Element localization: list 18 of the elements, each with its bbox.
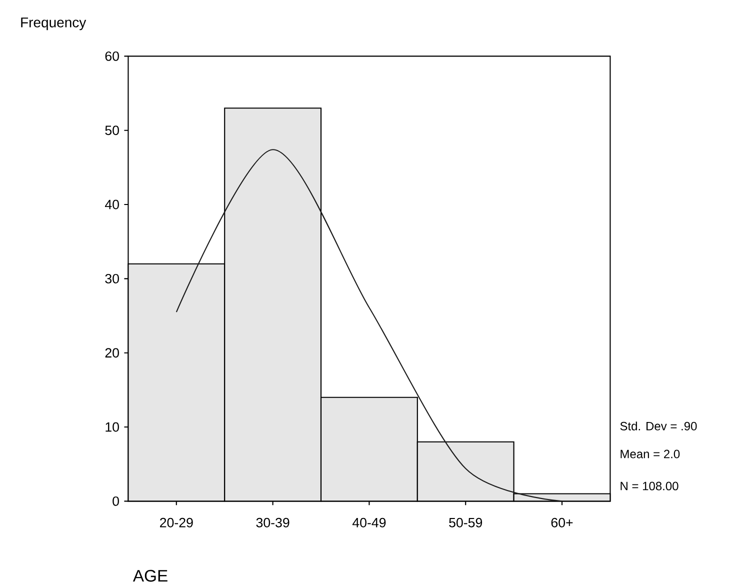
y-tick-label: 60 [105, 51, 119, 61]
y-tick-label: 40 [104, 200, 119, 210]
x-tick-label: 60+ [551, 518, 573, 528]
line-series [176, 149, 563, 502]
x-axis-title: AGE [132, 570, 168, 582]
text: N = 108.00 [620, 482, 678, 490]
y-tick-label: 0 [112, 496, 119, 506]
x-tick-label: 50-59 [449, 518, 482, 528]
y-tick-label: 50 [105, 126, 119, 136]
x-tick-label: 40-49 [352, 518, 386, 528]
text: Mean = 2.0 [620, 450, 680, 458]
y-tick-label: 20 [105, 348, 119, 358]
x-tick-label: 20-29 [160, 518, 193, 528]
y-tick-label: 30 [105, 274, 119, 284]
y-tick-label: 10 [106, 422, 119, 432]
y-axis-title: Frequency [21, 18, 86, 30]
text: Std. Dev = .90 [620, 422, 697, 430]
x-tick-label: 30-39 [256, 518, 290, 528]
